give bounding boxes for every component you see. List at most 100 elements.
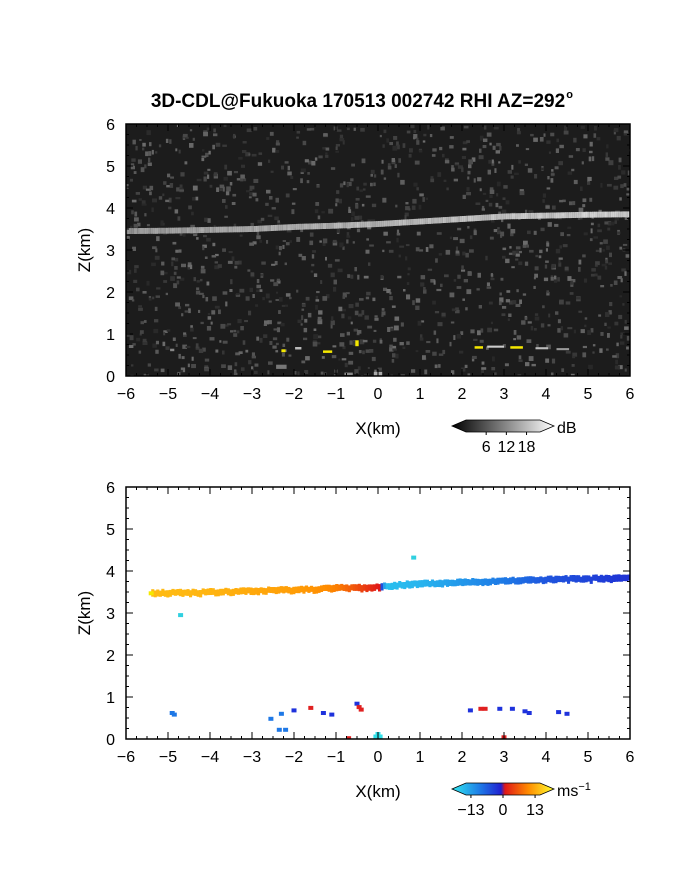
x-tick-label: −5 <box>159 386 177 403</box>
colorbar-tick-label: 6 <box>482 439 491 456</box>
velocity-point <box>358 707 364 712</box>
colorbar-unit-exponent: −1 <box>578 781 591 793</box>
velocity-x-axis-label: X(km) <box>355 782 400 801</box>
velocity-point <box>467 708 473 713</box>
y-tick-label: 1 <box>106 690 115 707</box>
velocity-heatmap <box>148 555 630 739</box>
low-echo <box>487 345 504 348</box>
x-tick-label: 3 <box>500 386 509 403</box>
velocity-point <box>478 706 484 711</box>
x-tick-label: 2 <box>458 386 467 403</box>
velocity-point <box>497 706 503 711</box>
velocity-point <box>556 710 562 715</box>
colorbar-tick-label: 0 <box>499 802 508 819</box>
y-tick-label: 3 <box>106 606 115 623</box>
y-tick-label: 0 <box>106 732 115 749</box>
low-echo <box>170 348 175 352</box>
colorbar-unit: ms−1 <box>557 781 591 800</box>
velocity-point <box>148 591 154 596</box>
x-tick-label: −4 <box>201 386 219 403</box>
x-tick-label: −5 <box>159 749 177 766</box>
y-tick-label: 0 <box>106 369 115 386</box>
velocity-point <box>308 705 314 710</box>
colorbar-unit: dB <box>557 420 577 437</box>
x-tick-label: 4 <box>542 386 551 403</box>
low-echo <box>556 348 570 351</box>
x-tick-label: −3 <box>243 749 261 766</box>
y-tick-label: 6 <box>106 480 115 497</box>
low-echo <box>535 347 549 350</box>
x-tick-label: 0 <box>374 749 383 766</box>
colorbar-bar <box>450 419 556 433</box>
x-tick-label: −6 <box>117 749 135 766</box>
x-tick-label: −3 <box>243 386 261 403</box>
intensity-axes: −6 −5 −4 −3 −2 −1 0 1 2 3 4 5 6 0 1 2 3 4 5 6 <box>106 117 634 403</box>
velocity-point <box>178 613 184 618</box>
velocity-point <box>278 711 284 716</box>
velocity-layer <box>151 574 630 598</box>
colorbar-tick-label: 18 <box>518 439 536 456</box>
velocity-point <box>373 734 379 739</box>
x-tick-label: 0 <box>374 386 383 403</box>
intensity-y-axis-label: Z(km) <box>75 228 94 272</box>
colorbar-tick-label: 13 <box>526 802 544 819</box>
low-echo <box>344 372 353 376</box>
x-tick-label: 4 <box>542 749 551 766</box>
velocity-point <box>283 727 289 732</box>
y-tick-label: 2 <box>106 648 115 665</box>
colorbar-tick-label: 12 <box>497 439 515 456</box>
x-tick-label: 2 <box>458 749 467 766</box>
x-tick-label: −1 <box>327 386 345 403</box>
low-echo <box>295 347 302 350</box>
velocity-point <box>526 711 532 715</box>
velocity-point <box>171 712 177 717</box>
heatmap-background <box>126 124 630 376</box>
x-tick-label: −2 <box>285 749 303 766</box>
velocity-point <box>276 727 282 732</box>
velocity-axes: −6 −5 −4 −3 −2 −1 0 1 2 3 4 5 6 0 1 2 3 4 5 6 <box>106 480 634 766</box>
velocity-panel: −6 −5 −4 −3 −2 −1 0 1 2 3 4 5 6 0 1 2 3 4 5 6 X(km) Z(km) −… <box>75 480 635 819</box>
low-echo <box>510 346 523 349</box>
velocity-point <box>291 708 297 713</box>
chart-title: 3D-CDL@Fukuoka 170513 002742 RHI AZ=292 <box>151 91 565 112</box>
velocity-colorbar: −13 0 13 ms−1 <box>450 781 591 819</box>
velocity-point <box>564 711 570 716</box>
echo-layer <box>126 211 630 235</box>
y-tick-label: 4 <box>106 201 115 218</box>
y-tick-label: 6 <box>106 117 115 134</box>
velocity-point <box>329 712 335 717</box>
title-degree-sign: o <box>566 89 573 101</box>
velocity-point <box>346 736 352 739</box>
velocity-point <box>356 705 362 710</box>
x-tick-label: 6 <box>626 386 635 403</box>
x-tick-label: 6 <box>626 749 635 766</box>
intensity-colorbar: 6 12 18 dB <box>450 419 577 456</box>
colorbar-tick-label: −13 <box>457 802 484 819</box>
velocity-point <box>268 716 274 721</box>
velocity-point <box>411 555 417 560</box>
x-tick-label: −2 <box>285 386 303 403</box>
x-tick-label: 1 <box>416 386 425 403</box>
low-echo <box>323 350 333 353</box>
x-tick-label: 1 <box>416 749 425 766</box>
low-echo <box>355 340 359 347</box>
velocity-plot-background <box>126 487 630 739</box>
y-tick-label: 1 <box>106 327 115 344</box>
y-tick-label: 5 <box>106 522 115 539</box>
x-tick-label: 3 <box>500 749 509 766</box>
velocity-point <box>354 701 360 706</box>
velocity-point <box>320 711 326 715</box>
low-echo <box>474 346 483 349</box>
velocity-point <box>482 706 488 711</box>
velocity-point <box>509 706 515 711</box>
x-tick-label: −4 <box>201 749 219 766</box>
velocity-point <box>522 709 528 714</box>
low-echo <box>276 364 287 369</box>
y-tick-label: 5 <box>106 159 115 176</box>
velocity-point <box>377 734 383 739</box>
y-tick-label: 3 <box>106 243 115 260</box>
y-tick-label: 2 <box>106 285 115 302</box>
intensity-x-axis-label: X(km) <box>355 419 400 438</box>
